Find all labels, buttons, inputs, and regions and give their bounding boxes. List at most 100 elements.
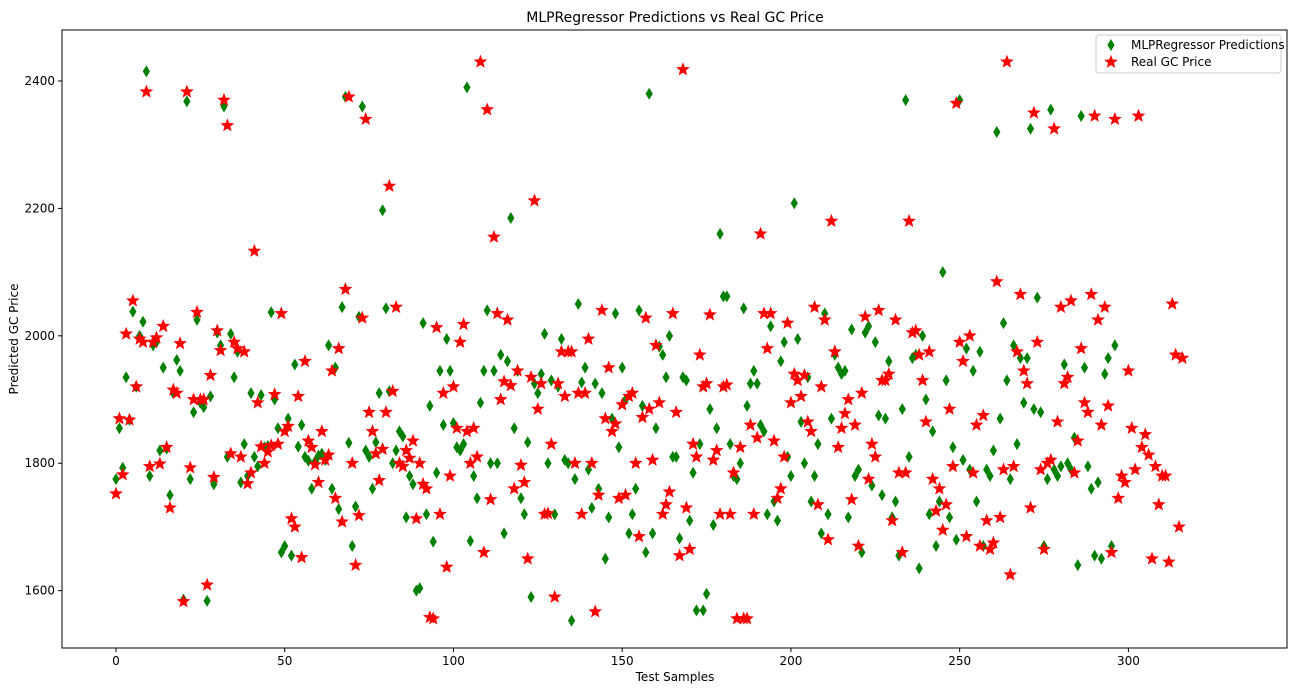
real-price-point (476, 545, 491, 559)
prediction-point (1020, 396, 1028, 409)
prediction-point (1010, 339, 1018, 352)
real-price-point (166, 382, 181, 396)
real-price-point (186, 392, 201, 406)
real-price-point (686, 436, 700, 450)
prediction-point (794, 333, 802, 345)
prediction-point (699, 604, 707, 617)
prediction-point (314, 449, 323, 462)
real-price-point (115, 467, 130, 481)
real-price-point (908, 323, 923, 337)
real-price-point (865, 436, 879, 450)
prediction-point (1006, 473, 1014, 486)
real-price-point (274, 306, 289, 320)
real-price-point (851, 538, 866, 552)
real-price-point (122, 412, 137, 426)
real-price-point (456, 317, 471, 331)
real-price-point (689, 449, 704, 463)
real-price-point (746, 507, 761, 521)
prediction-point (817, 527, 825, 540)
prediction-point (348, 540, 356, 553)
real-price-point (652, 395, 667, 409)
prediction-point (1013, 438, 1021, 451)
prediction-point (449, 417, 458, 430)
real-price-point (190, 305, 204, 319)
prediction-point (972, 495, 981, 508)
real-price-point (611, 491, 626, 505)
prediction-point (480, 364, 488, 377)
real-price-point (294, 550, 309, 564)
real-price-point (598, 411, 613, 425)
prediction-point (540, 327, 549, 340)
prediction-point (672, 450, 680, 463)
prediction-point (497, 348, 505, 361)
real-price-point (308, 457, 322, 471)
prediction-point (858, 546, 866, 559)
prediction-point (986, 469, 994, 482)
prediction-point (905, 450, 913, 463)
real-price-point (935, 522, 950, 536)
prediction-point (186, 473, 194, 486)
prediction-point (834, 361, 842, 374)
prediction-point (254, 460, 262, 473)
prediction-point (810, 469, 819, 482)
x-tick-label: 300 (1117, 654, 1140, 668)
prediction-point (750, 364, 758, 377)
real-price-point (1060, 370, 1075, 384)
real-price-point (1057, 376, 1072, 390)
real-price-point (949, 96, 964, 110)
prediction-point (814, 438, 822, 451)
real-price-point (355, 310, 370, 324)
prediction-point (645, 87, 653, 100)
real-price-point (132, 331, 147, 345)
prediction-point (1043, 473, 1051, 486)
real-price-point (149, 330, 164, 344)
prediction-point (915, 562, 923, 575)
y-tick-label: 2000 (24, 329, 55, 343)
real-price-point (888, 312, 903, 326)
prediction-point (1053, 469, 1062, 482)
real-price-point (328, 491, 343, 505)
real-price-point (564, 344, 579, 358)
prediction-point (402, 511, 410, 524)
real-price-point (1050, 414, 1065, 428)
real-price-point (500, 312, 515, 326)
real-price-point (416, 477, 430, 491)
prediction-point (483, 304, 491, 317)
prediction-point (206, 390, 215, 403)
prediction-point (534, 387, 542, 400)
prediction-point (146, 469, 154, 482)
real-price-point (291, 389, 306, 403)
prediction-point (324, 339, 333, 352)
real-price-point (331, 341, 346, 355)
real-price-point (429, 320, 444, 334)
real-price-point (1047, 121, 1061, 135)
prediction-point (328, 482, 336, 495)
prediction-point (625, 527, 633, 540)
legend-marker (1107, 39, 1115, 51)
prediction-point (527, 591, 535, 604)
prediction-point (308, 482, 316, 495)
prediction-point (399, 430, 407, 443)
real-price-point (831, 440, 846, 454)
real-price-point (203, 368, 218, 382)
prediction-point (247, 387, 255, 400)
prediction-point (200, 401, 208, 414)
real-price-point (142, 459, 157, 473)
prediction-point (250, 450, 258, 463)
real-price-point (1097, 299, 1112, 313)
real-price-point (385, 384, 400, 398)
real-price-point (375, 442, 390, 456)
real-price-point (780, 315, 795, 329)
real-price-point (372, 473, 387, 487)
prediction-point (966, 463, 974, 476)
real-price-point (412, 456, 427, 470)
real-price-point (213, 343, 228, 357)
prediction-point (746, 377, 755, 390)
prediction-point (1016, 352, 1025, 365)
real-price-point (922, 344, 937, 358)
prediction-point (851, 469, 859, 482)
real-price-point (520, 551, 535, 565)
real-price-point (1000, 54, 1014, 68)
real-price-point (625, 385, 640, 399)
real-price-point (358, 112, 373, 126)
